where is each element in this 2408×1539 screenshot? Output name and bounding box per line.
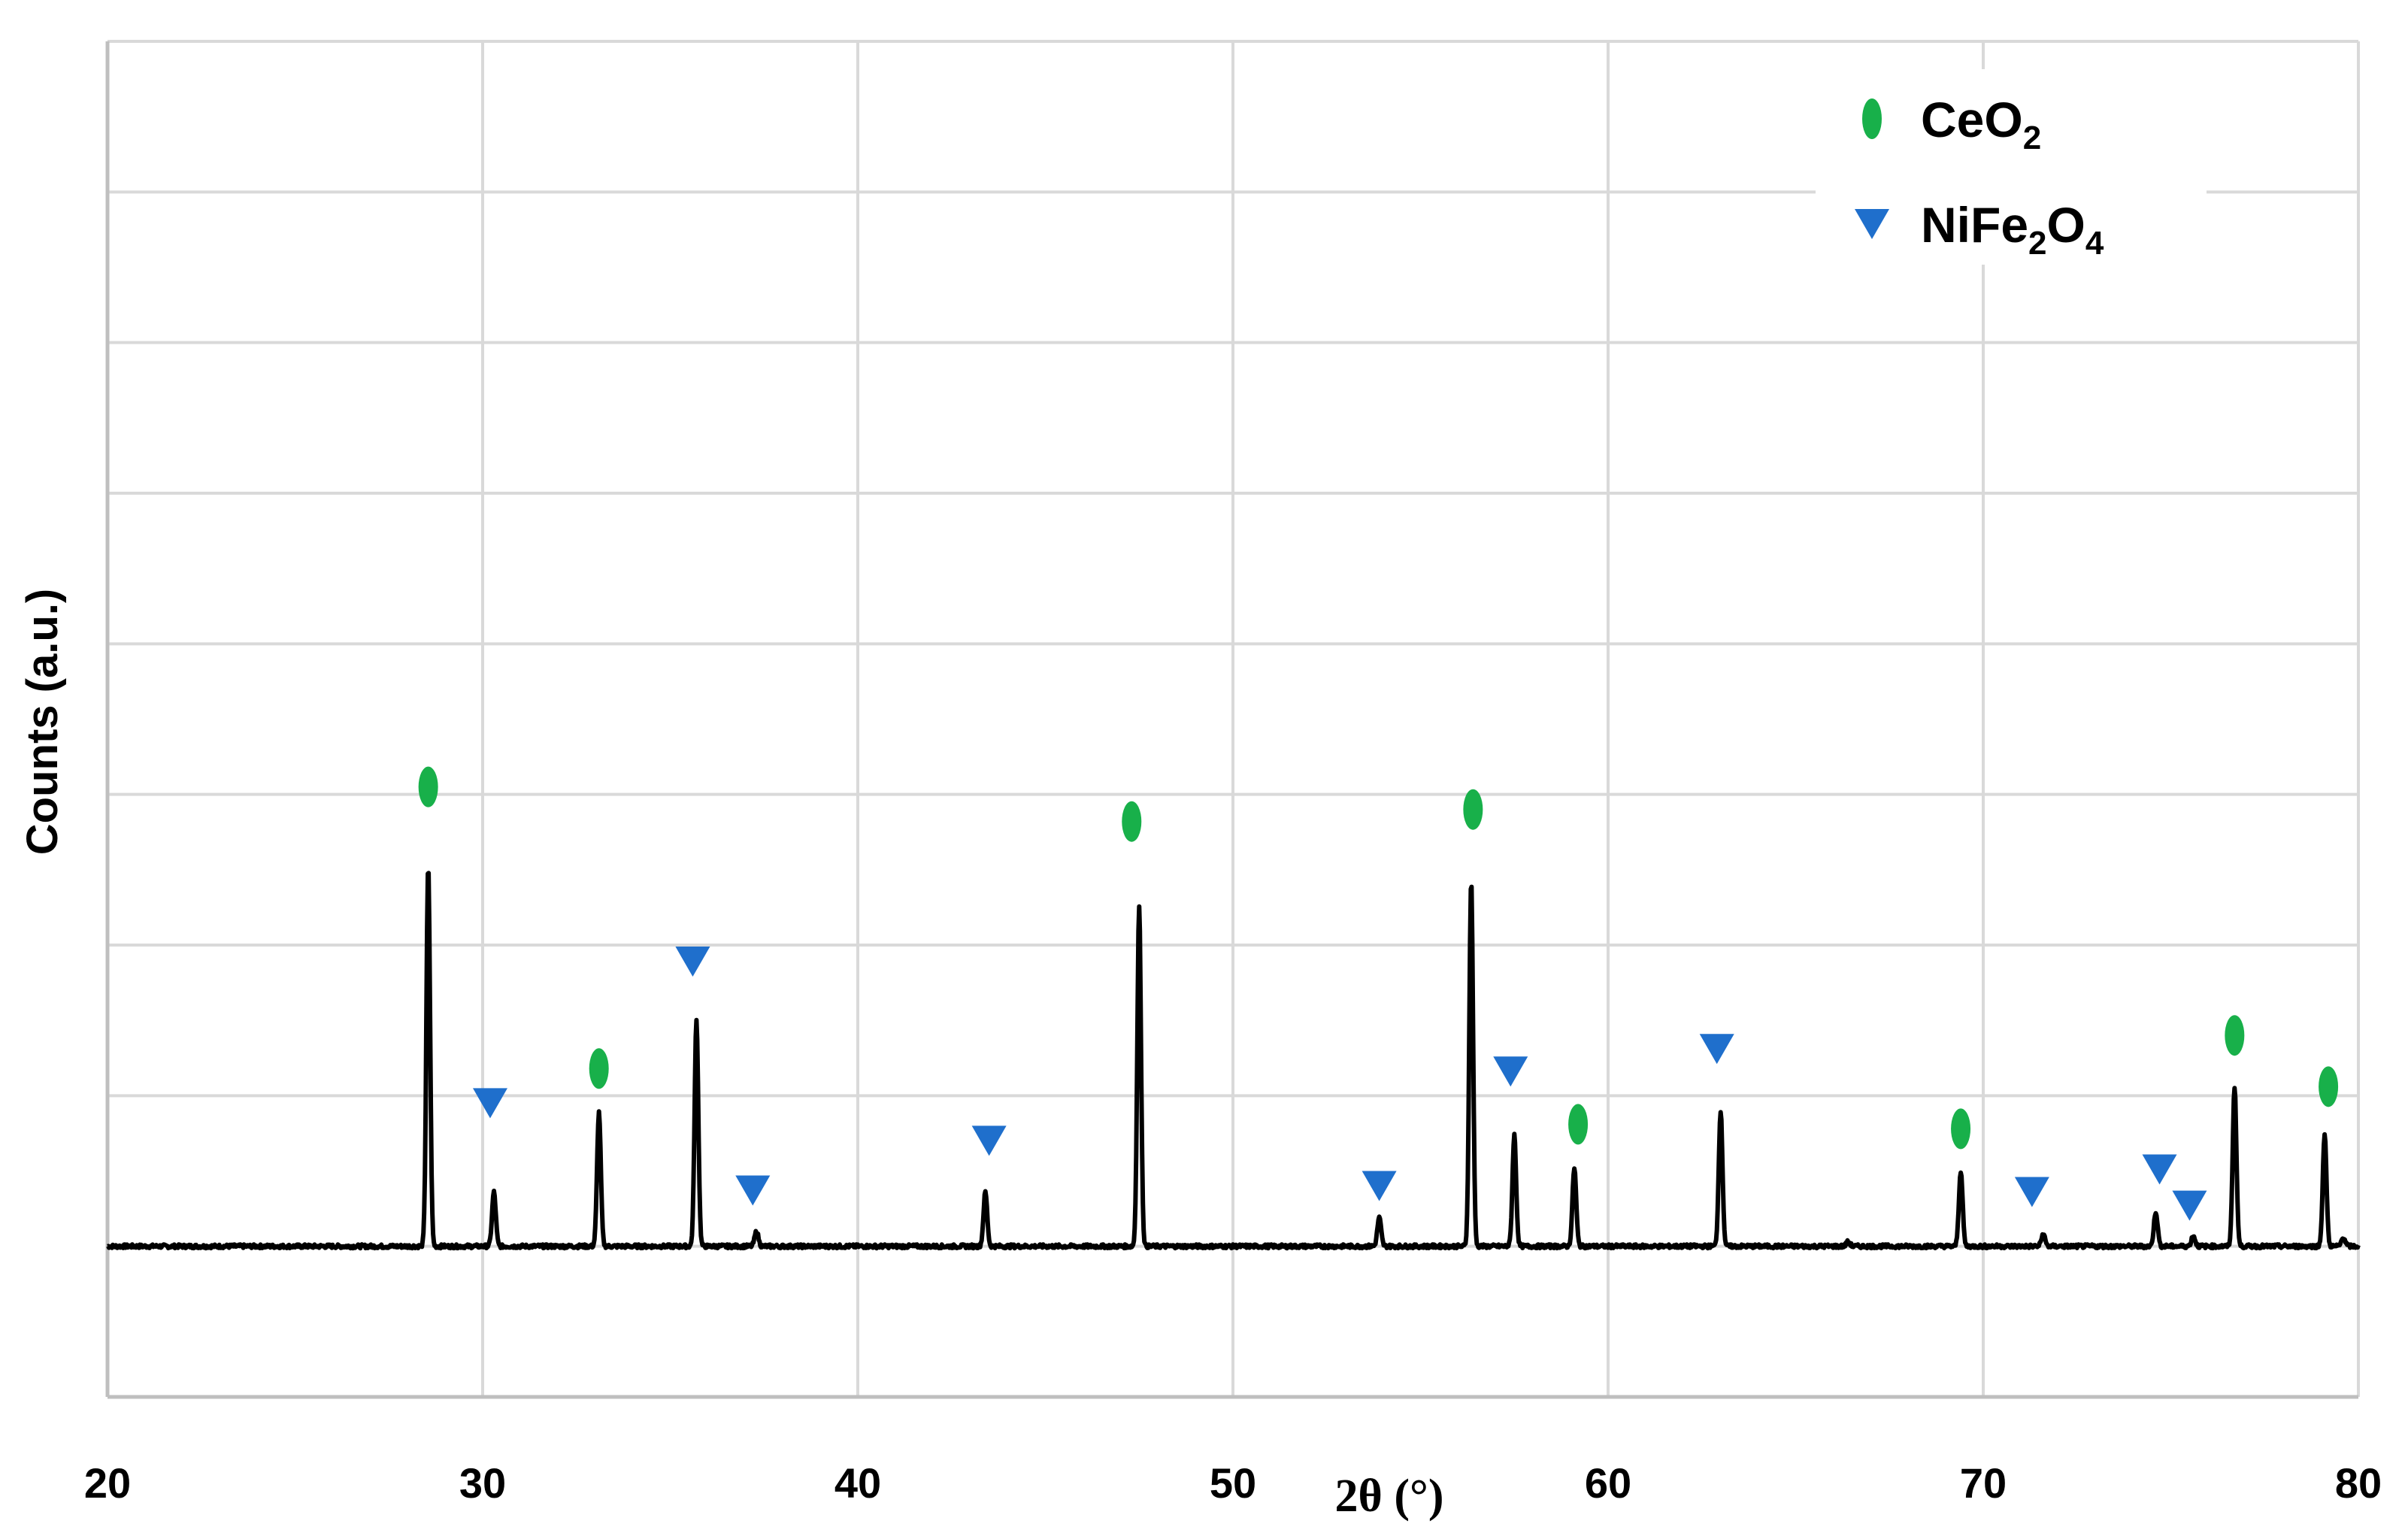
ceo2-peak-marker bbox=[1568, 1104, 1589, 1145]
x-tick-labels: 20 30 40 50 60 70 80 bbox=[84, 1459, 2382, 1507]
y-axis-title: Counts (a.u.) bbox=[18, 589, 67, 855]
ceo2-peak-marker bbox=[2319, 1066, 2339, 1107]
x-tick-label: 80 bbox=[2335, 1459, 2382, 1507]
nife2o4-peak-marker bbox=[1362, 1171, 1397, 1201]
legend-ceo2-marker bbox=[1862, 98, 1882, 139]
nife2o4-peak-marker bbox=[2142, 1154, 2177, 1185]
nife2o4-peak-marker bbox=[2014, 1177, 2049, 1207]
legend-label-ceo2: CeO2 bbox=[1921, 92, 2041, 156]
ceo2-peak-marker bbox=[1951, 1108, 1971, 1150]
legend-subscript: 2 bbox=[2023, 120, 2041, 156]
x-tick-label: 70 bbox=[1960, 1459, 2007, 1507]
legend-nife2o4-marker bbox=[1855, 209, 1889, 239]
x-tick-label: 50 bbox=[1210, 1459, 1256, 1507]
nife2o4-peak-marker bbox=[675, 947, 710, 977]
nife2o4-peak-marker bbox=[472, 1088, 507, 1119]
nife2o4-peak-marker bbox=[2172, 1190, 2207, 1221]
ceo2-peak-marker bbox=[1463, 789, 1483, 830]
legend-text-part: NiFe bbox=[1921, 197, 2028, 253]
ceo2-peak-marker bbox=[2225, 1015, 2245, 1056]
legend-label-nife2o4: NiFe2O4 bbox=[1921, 197, 2104, 262]
x-tick-label: 30 bbox=[459, 1459, 506, 1507]
xrd-pattern-line bbox=[106, 871, 2361, 1251]
legend-subscript: 4 bbox=[2085, 225, 2104, 262]
nife2o4-peak-marker bbox=[735, 1175, 771, 1206]
nife2o4-peak-marker bbox=[971, 1125, 1007, 1156]
series-layer bbox=[106, 871, 2361, 1251]
legend-subscript: 2 bbox=[2028, 225, 2046, 262]
legend-text-part: O bbox=[2047, 197, 2085, 253]
x-tick-label: 40 bbox=[834, 1459, 881, 1507]
axes bbox=[105, 41, 2358, 1399]
ceo2-peak-marker bbox=[1122, 801, 1142, 842]
x-tick-label: 60 bbox=[1585, 1459, 1631, 1507]
nife2o4-peak-marker bbox=[1699, 1034, 1734, 1065]
ceo2-peak-marker bbox=[589, 1048, 609, 1089]
ceo2-peak-marker bbox=[418, 766, 438, 807]
nife2o4-peak-marker bbox=[1493, 1056, 1528, 1087]
x-axis-title: 2θ (°) bbox=[1335, 1471, 1444, 1522]
x-tick-label: 20 bbox=[84, 1459, 131, 1507]
legend-text-part: CeO bbox=[1921, 92, 2023, 147]
legend-box bbox=[1816, 69, 2207, 265]
phase-markers bbox=[418, 766, 2339, 1221]
